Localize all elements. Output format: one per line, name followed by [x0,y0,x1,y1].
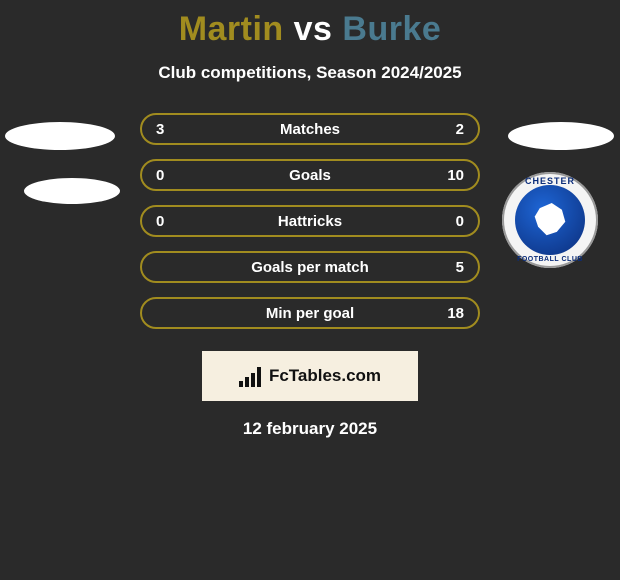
stat-label: Min per goal [266,305,354,322]
stat-row-goals-per-match: Goals per match 5 [140,251,480,283]
decorative-oval [5,122,115,150]
stat-label: Goals per match [251,259,369,276]
stat-right: 2 [456,121,464,138]
title-player1: Martin [179,10,284,48]
stat-right: 18 [447,305,464,322]
club-crest: CHESTER FOOTBALL CLUB [502,172,598,268]
crest-bottom-text: FOOTBALL CLUB [502,256,598,263]
subtitle: Club competitions, Season 2024/2025 [0,63,620,83]
stat-left: 0 [156,167,164,184]
stat-row-hattricks: 0 Hattricks 0 [140,205,480,237]
stat-left: 0 [156,213,164,230]
stat-label: Matches [280,121,340,138]
stat-right: 0 [456,213,464,230]
decorative-oval [24,178,120,204]
stat-row-goals: 0 Goals 10 [140,159,480,191]
page-title: Martin vs Burke [0,0,620,49]
stat-left: 3 [156,121,164,138]
stat-label: Hattricks [278,213,342,230]
stat-row-min-per-goal: Min per goal 18 [140,297,480,329]
stat-row-matches: 3 Matches 2 [140,113,480,145]
date: 12 february 2025 [0,419,620,439]
bar-chart-icon [239,365,265,387]
source-badge: FcTables.com [202,351,418,401]
decorative-oval [508,122,614,150]
stat-label: Goals [289,167,331,184]
lion-icon [533,203,567,237]
badge-text: FcTables.com [269,366,381,386]
crest-inner [515,185,585,255]
title-player2: Burke [342,10,441,48]
stat-right: 5 [456,259,464,276]
stat-right: 10 [447,167,464,184]
title-vs: vs [294,10,333,48]
